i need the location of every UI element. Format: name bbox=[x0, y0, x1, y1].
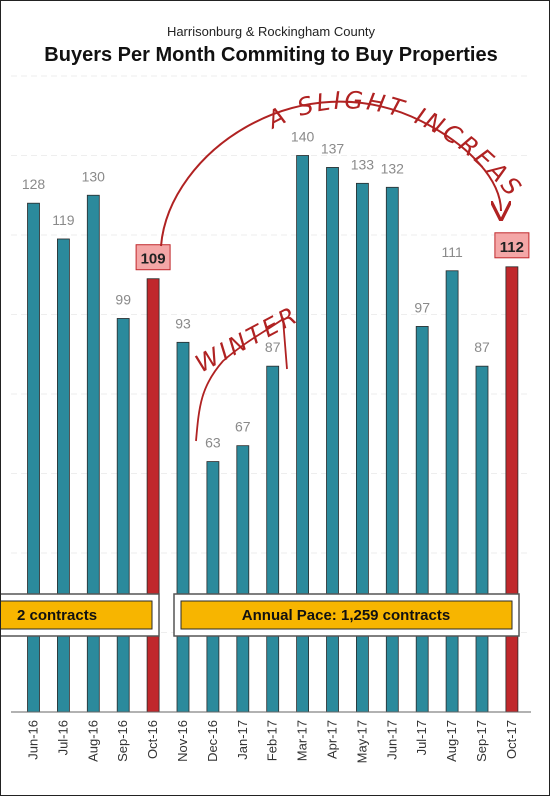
chart-title: Buyers Per Month Commiting to Buy Proper… bbox=[44, 44, 497, 66]
x-tick-may-17: May-17 bbox=[354, 720, 369, 763]
x-tick-jan-17: Jan-17 bbox=[235, 720, 250, 760]
bar-jul-17 bbox=[415, 326, 429, 713]
highlight-label-box bbox=[135, 244, 171, 271]
bar-nov-16 bbox=[176, 341, 190, 713]
value-label-mar-17: 140 bbox=[291, 129, 315, 145]
value-label-sep-16: 99 bbox=[115, 291, 131, 307]
bar-jan-17 bbox=[236, 445, 250, 713]
bar-sep-16 bbox=[116, 318, 130, 713]
x-tick-jul-17: Jul-17 bbox=[414, 720, 429, 755]
value-label-aug-16: 130 bbox=[82, 168, 106, 184]
chart-subtitle: Harrisonburg & Rockingham County bbox=[167, 24, 376, 39]
pace-box-text: Annual Pace: 1,259 contracts bbox=[242, 607, 450, 624]
winter-arrow bbox=[195, 317, 288, 442]
value-labels: 128 119 130 99 109 93 63 67 87 140 137 133 132 97 111 8… bbox=[22, 129, 530, 451]
x-tick-labels: Jun-16 Jul-16 Aug-16 Sep-16 Oct-16 Nov-16 Dec-… bbox=[26, 720, 519, 763]
bar-oct-17 bbox=[505, 266, 519, 713]
x-tick-jul-16: Jul-16 bbox=[55, 720, 70, 755]
bar-aug-17 bbox=[445, 270, 459, 713]
value-label-may-17: 133 bbox=[351, 156, 375, 172]
bar-sep-17 bbox=[475, 365, 489, 713]
bar-jul-16 bbox=[57, 238, 70, 713]
x-tick-apr-17: Apr-17 bbox=[325, 720, 340, 759]
x-tick-oct-16: Oct-16 bbox=[145, 720, 160, 759]
pace-box-fill bbox=[180, 600, 513, 630]
x-tick-nov-16: Nov-16 bbox=[175, 720, 190, 762]
pace-box-fill bbox=[1, 600, 153, 630]
x-tick-mar-17: Mar-17 bbox=[295, 720, 310, 761]
bar-feb-17 bbox=[266, 365, 280, 713]
pace-box-text: 2 contracts bbox=[17, 607, 97, 624]
x-tick-aug-16: Aug-16 bbox=[85, 720, 100, 762]
value-label-feb-17: 87 bbox=[265, 339, 281, 355]
x-tick-feb-17: Feb-17 bbox=[265, 720, 280, 761]
x-tick-oct-17: Oct-17 bbox=[504, 720, 519, 759]
value-label-sep-17: 87 bbox=[474, 339, 490, 355]
value-label-oct-16: 109 bbox=[141, 251, 166, 268]
value-label-oct-17: 112 bbox=[500, 239, 524, 256]
x-tick-sep-17: Sep-17 bbox=[474, 720, 489, 762]
x-tick-jun-17: Jun-17 bbox=[384, 720, 399, 760]
x-tick-jun-16: Jun-16 bbox=[26, 720, 41, 760]
value-label-apr-17: 137 bbox=[321, 140, 345, 156]
value-label-jul-17: 97 bbox=[414, 299, 430, 315]
value-label-jul-16: 119 bbox=[52, 212, 75, 228]
value-label-jan-17: 67 bbox=[235, 419, 251, 435]
x-tick-dec-16: Dec-16 bbox=[205, 720, 220, 762]
x-tick-sep-16: Sep-16 bbox=[115, 720, 130, 762]
bar-oct-16 bbox=[146, 278, 160, 713]
value-label-nov-16: 93 bbox=[175, 315, 191, 331]
bar-dec-16 bbox=[206, 461, 220, 713]
highlight-label-box bbox=[494, 232, 530, 259]
value-label-dec-16: 63 bbox=[205, 435, 221, 451]
increase-arrow bbox=[160, 100, 501, 247]
value-label-aug-17: 111 bbox=[441, 244, 462, 260]
value-label-jun-17: 132 bbox=[381, 160, 405, 176]
pace-boxes: 2 contracts Annual Pace: 1,259 contracts bbox=[1, 593, 520, 637]
x-tick-aug-17: Aug-17 bbox=[444, 720, 459, 762]
value-label-jun-16: 128 bbox=[22, 176, 46, 192]
